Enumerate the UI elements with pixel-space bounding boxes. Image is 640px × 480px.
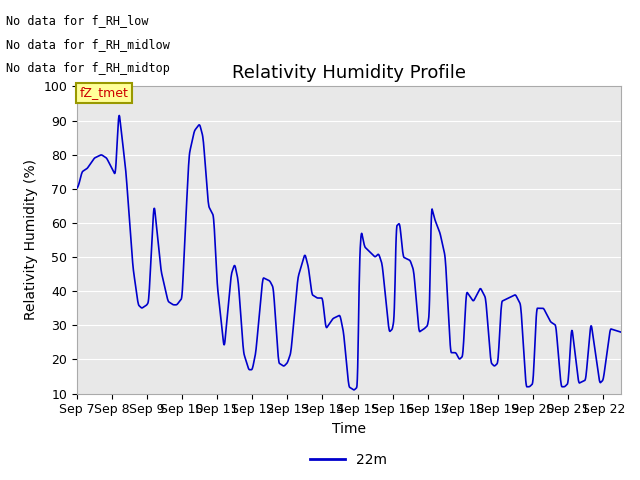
Y-axis label: Relativity Humidity (%): Relativity Humidity (%) xyxy=(24,159,38,321)
X-axis label: Time: Time xyxy=(332,422,366,436)
Title: Relativity Humidity Profile: Relativity Humidity Profile xyxy=(232,64,466,82)
Text: No data for f̲RH̲midtop: No data for f̲RH̲midtop xyxy=(6,62,170,75)
Text: No data for f_RH_low: No data for f_RH_low xyxy=(6,14,149,27)
Text: fZ_tmet: fZ_tmet xyxy=(79,86,129,99)
Legend: 22m: 22m xyxy=(305,447,393,473)
Text: No data for f̲RH̲midlow: No data for f̲RH̲midlow xyxy=(6,38,170,51)
